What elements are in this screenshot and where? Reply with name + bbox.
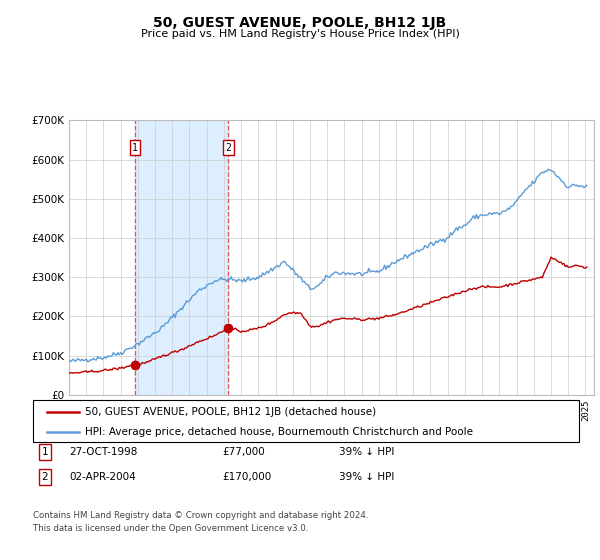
Text: 39% ↓ HPI: 39% ↓ HPI — [339, 472, 394, 482]
Text: 1: 1 — [132, 143, 138, 153]
Text: 50, GUEST AVENUE, POOLE, BH12 1JB: 50, GUEST AVENUE, POOLE, BH12 1JB — [154, 16, 446, 30]
Text: 2: 2 — [41, 472, 49, 482]
Text: HPI: Average price, detached house, Bournemouth Christchurch and Poole: HPI: Average price, detached house, Bour… — [85, 427, 473, 437]
Text: This data is licensed under the Open Government Licence v3.0.: This data is licensed under the Open Gov… — [33, 524, 308, 533]
Text: 2: 2 — [225, 143, 231, 153]
Text: 02-APR-2004: 02-APR-2004 — [69, 472, 136, 482]
Text: 27-OCT-1998: 27-OCT-1998 — [69, 447, 137, 457]
Text: £170,000: £170,000 — [222, 472, 271, 482]
Text: Contains HM Land Registry data © Crown copyright and database right 2024.: Contains HM Land Registry data © Crown c… — [33, 511, 368, 520]
Text: £77,000: £77,000 — [222, 447, 265, 457]
Text: Price paid vs. HM Land Registry's House Price Index (HPI): Price paid vs. HM Land Registry's House … — [140, 29, 460, 39]
Bar — [135, 120, 228, 395]
Text: 50, GUEST AVENUE, POOLE, BH12 1JB (detached house): 50, GUEST AVENUE, POOLE, BH12 1JB (detac… — [85, 407, 376, 417]
Text: 1: 1 — [41, 447, 49, 457]
Text: 39% ↓ HPI: 39% ↓ HPI — [339, 447, 394, 457]
